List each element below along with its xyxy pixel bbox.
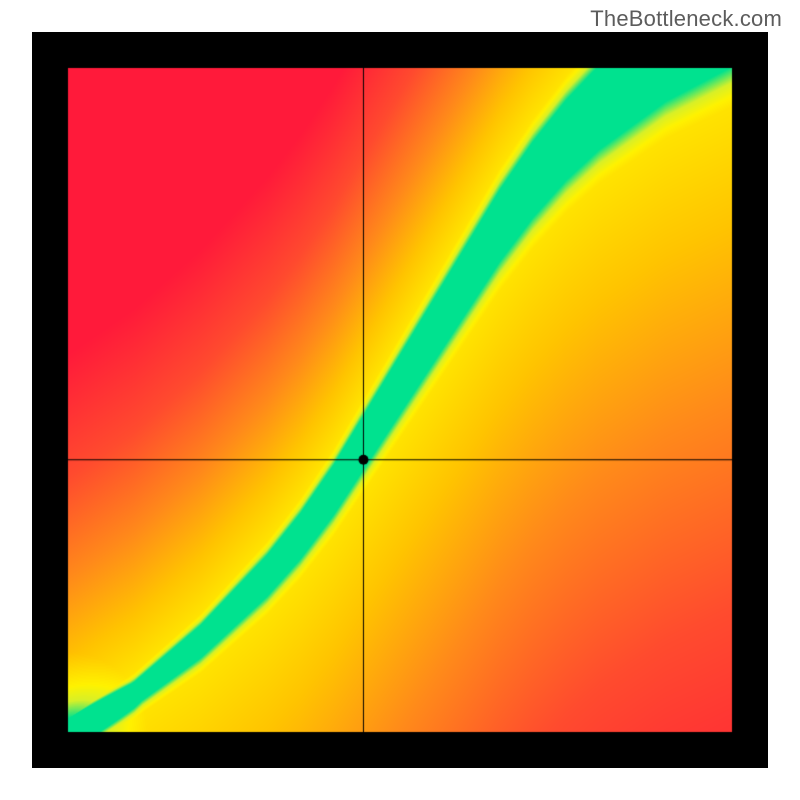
heatmap-plot xyxy=(32,32,768,768)
heatmap-canvas xyxy=(32,32,768,768)
attribution-text: TheBottleneck.com xyxy=(590,6,782,32)
